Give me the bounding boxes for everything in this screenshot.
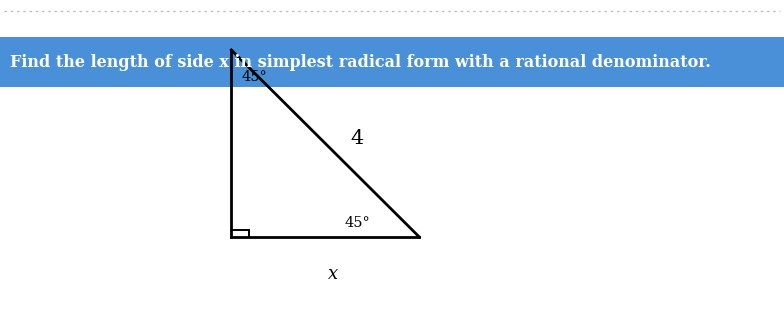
Text: 45°: 45° <box>241 70 267 84</box>
Text: Find the length of side x in simplest radical form with a rational denominator.: Find the length of side x in simplest ra… <box>10 54 711 71</box>
Text: x: x <box>328 265 338 283</box>
Bar <box>0 37 784 87</box>
Text: 4: 4 <box>350 129 363 148</box>
Text: 45°: 45° <box>345 216 371 230</box>
